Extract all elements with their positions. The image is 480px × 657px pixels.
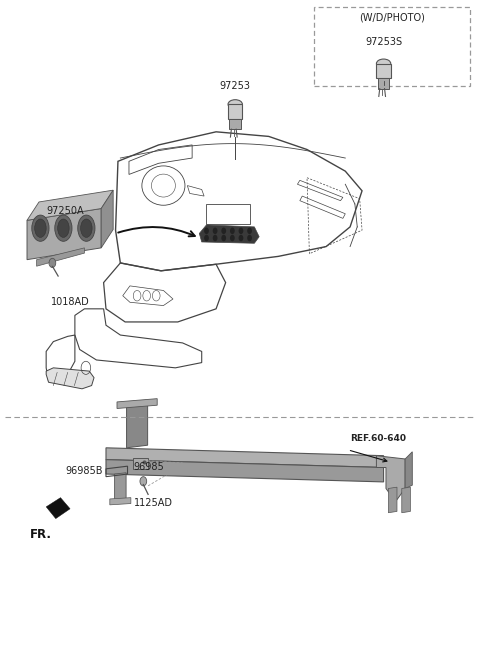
- Polygon shape: [27, 190, 113, 220]
- Bar: [133, 458, 148, 470]
- Circle shape: [140, 477, 147, 486]
- Ellipse shape: [228, 100, 242, 109]
- Circle shape: [204, 227, 209, 234]
- Circle shape: [247, 235, 252, 241]
- Polygon shape: [127, 405, 148, 448]
- Circle shape: [239, 227, 243, 234]
- Polygon shape: [402, 487, 410, 512]
- FancyBboxPatch shape: [229, 119, 241, 129]
- FancyBboxPatch shape: [378, 78, 389, 89]
- Text: 1125AD: 1125AD: [134, 497, 173, 508]
- Ellipse shape: [35, 219, 46, 237]
- Circle shape: [230, 227, 235, 234]
- Polygon shape: [110, 497, 131, 505]
- Polygon shape: [199, 225, 259, 243]
- Text: FR.: FR.: [29, 528, 51, 541]
- Polygon shape: [376, 456, 405, 501]
- Polygon shape: [36, 248, 84, 266]
- Text: 1018AD: 1018AD: [51, 297, 89, 307]
- Polygon shape: [46, 497, 70, 518]
- Circle shape: [221, 227, 226, 234]
- Polygon shape: [27, 208, 101, 260]
- Ellipse shape: [376, 59, 391, 68]
- Polygon shape: [101, 190, 113, 248]
- Text: 97250A: 97250A: [47, 206, 84, 215]
- Ellipse shape: [55, 215, 72, 241]
- Ellipse shape: [32, 215, 49, 241]
- Circle shape: [239, 235, 243, 241]
- Polygon shape: [106, 460, 384, 482]
- Text: REF.60-640: REF.60-640: [350, 434, 406, 443]
- Circle shape: [49, 258, 56, 267]
- Polygon shape: [405, 452, 412, 488]
- Text: 96985: 96985: [134, 462, 165, 472]
- Polygon shape: [46, 368, 94, 389]
- Circle shape: [213, 235, 217, 241]
- Text: 97253: 97253: [220, 81, 251, 91]
- Polygon shape: [117, 399, 157, 409]
- Circle shape: [247, 227, 252, 234]
- Polygon shape: [106, 448, 384, 468]
- Circle shape: [213, 227, 217, 234]
- FancyBboxPatch shape: [228, 104, 242, 119]
- Bar: [314, 7, 470, 86]
- Ellipse shape: [81, 219, 92, 237]
- Text: (W/D/PHOTO): (W/D/PHOTO): [359, 12, 425, 22]
- Circle shape: [230, 235, 235, 241]
- Text: 96985B: 96985B: [66, 466, 103, 476]
- Text: 97253S: 97253S: [365, 37, 402, 47]
- Ellipse shape: [78, 215, 95, 241]
- Ellipse shape: [58, 219, 69, 237]
- Polygon shape: [388, 487, 397, 512]
- Circle shape: [221, 235, 226, 241]
- Circle shape: [204, 235, 209, 241]
- Polygon shape: [115, 473, 126, 500]
- FancyBboxPatch shape: [376, 64, 391, 78]
